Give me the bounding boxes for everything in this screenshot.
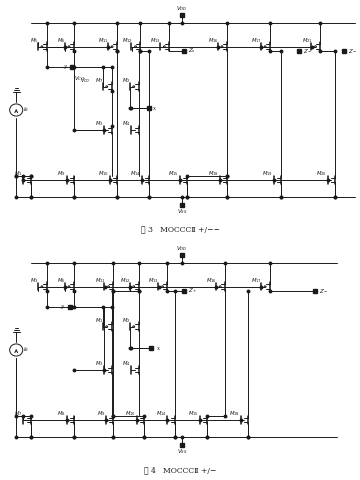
Text: $M_5$: $M_5$: [30, 36, 39, 45]
Text: $V_{SS}$: $V_{SS}$: [176, 207, 187, 216]
Text: $M_{16}$: $M_{16}$: [208, 36, 219, 45]
Text: $M_{12}$: $M_{12}$: [120, 276, 131, 285]
Text: $Z_-$: $Z_-$: [348, 48, 357, 55]
Text: $M_6$: $M_6$: [57, 36, 66, 45]
Text: $M_1$: $M_1$: [95, 316, 104, 325]
Text: 图 3   MOCCCⅡ +/−−: 图 3 MOCCCⅡ +/−−: [140, 226, 220, 234]
Text: $M_{13}$: $M_{13}$: [150, 36, 161, 45]
Text: $M_{12}$: $M_{12}$: [122, 36, 132, 45]
Text: $I_B$: $I_B$: [23, 346, 29, 354]
Text: $Z_s$: $Z_s$: [188, 47, 196, 56]
Text: $M_{16}$: $M_{16}$: [206, 276, 217, 285]
Text: $Z_-$: $Z_-$: [319, 288, 329, 295]
Text: $Z_+$: $Z_+$: [188, 287, 197, 296]
Text: $M_{15}$: $M_{15}$: [188, 409, 199, 418]
Text: $M_{11}$: $M_{11}$: [98, 36, 109, 45]
Text: $V_{CO}$: $V_{CO}$: [80, 76, 90, 85]
Text: $M_7$: $M_7$: [14, 409, 23, 418]
Text: $M_{19}$: $M_{19}$: [262, 169, 273, 178]
Text: $M_9$: $M_9$: [57, 169, 66, 178]
Text: x: x: [153, 106, 156, 111]
Text: $M_1$: $M_1$: [14, 169, 23, 178]
Text: $M_{11}$: $M_{11}$: [95, 276, 105, 285]
Text: y: y: [63, 64, 66, 69]
Text: y: y: [60, 304, 64, 309]
Text: $Z_-$: $Z_-$: [303, 48, 312, 55]
Text: $M_{17}$: $M_{17}$: [251, 36, 262, 45]
Text: $I_B$: $I_B$: [23, 106, 29, 114]
Text: $M_{10}$: $M_{10}$: [98, 169, 109, 178]
Text: $M_{14}$: $M_{14}$: [130, 169, 141, 178]
Text: $M_3$: $M_3$: [95, 359, 104, 368]
Text: $M_9$: $M_9$: [97, 409, 105, 418]
Text: $M_7$: $M_7$: [95, 76, 104, 85]
Text: $M_{15}$: $M_{15}$: [168, 169, 179, 178]
Text: $M_2$: $M_2$: [122, 316, 131, 325]
Text: $V_{DD}$: $V_{DD}$: [176, 4, 188, 13]
Text: $M_{21}$: $M_{21}$: [302, 36, 312, 45]
Text: $M_{10}$: $M_{10}$: [125, 409, 136, 418]
Text: $M_{18}$: $M_{18}$: [229, 409, 240, 418]
Text: $M_3$: $M_3$: [95, 119, 104, 128]
Text: $M_{20}$: $M_{20}$: [316, 169, 327, 178]
Text: $V_{DD}$: $V_{DD}$: [176, 244, 188, 253]
Text: $M_4$: $M_4$: [122, 359, 131, 368]
Text: $M_8$: $M_8$: [57, 409, 66, 418]
Text: $M_{18}$: $M_{18}$: [208, 169, 219, 178]
Text: $M_3$: $M_3$: [30, 276, 39, 285]
Text: $V_{SS}$: $V_{SS}$: [176, 447, 187, 456]
Text: 图 4   MOCCCⅡ +/−: 图 4 MOCCCⅡ +/−: [144, 466, 216, 474]
Text: $M_{13}$: $M_{13}$: [148, 276, 159, 285]
Text: $M_{17}$: $M_{17}$: [251, 276, 262, 285]
Text: $M_4$: $M_4$: [122, 119, 131, 128]
Text: $V_{CO}$: $V_{CO}$: [74, 74, 85, 83]
Text: $M_{14}$: $M_{14}$: [156, 409, 167, 418]
Text: $M_2$: $M_2$: [122, 76, 131, 85]
Text: $M_6$: $M_6$: [57, 276, 66, 285]
Text: x: x: [157, 346, 160, 351]
